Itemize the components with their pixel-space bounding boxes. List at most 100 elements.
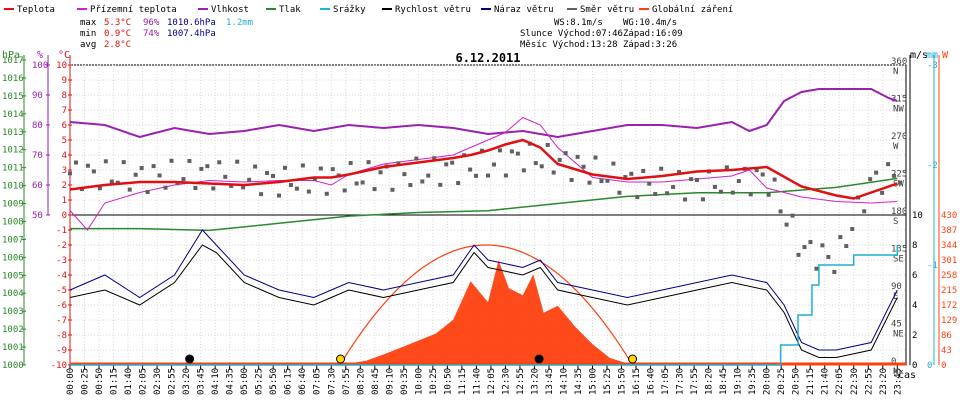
x-tick-label: 06:40 bbox=[298, 368, 308, 395]
wind-direction-point bbox=[426, 173, 431, 178]
x-tick-label: 15:50 bbox=[618, 368, 628, 395]
temperature-tick-label: 2 bbox=[62, 181, 67, 191]
wind-direction-point bbox=[844, 244, 849, 249]
x-tick-label: 14:10 bbox=[559, 368, 569, 395]
radiation-axis-label: W bbox=[942, 50, 949, 61]
wind-direction-point bbox=[414, 156, 419, 161]
wind-dir-label: 180 bbox=[891, 207, 907, 217]
wind-direction-point bbox=[133, 172, 138, 177]
stat-humidity: 74% bbox=[143, 29, 160, 39]
wind-dir-label: 135 bbox=[891, 245, 907, 255]
x-tick-label: 17:30 bbox=[676, 368, 686, 395]
legend-label: Rychlost větru bbox=[395, 5, 471, 15]
x-tick-label: 22:05 bbox=[835, 368, 845, 395]
wind-direction-point bbox=[181, 177, 186, 182]
wind-dir-label: 225 bbox=[891, 170, 907, 180]
wind-direction-point bbox=[103, 159, 108, 164]
x-tick-label: 17:55 bbox=[690, 368, 700, 395]
wind-direction-point bbox=[802, 245, 807, 250]
x-tick-label: 00:00 bbox=[66, 368, 76, 395]
wind-direction-point bbox=[450, 160, 455, 165]
wind-direction-point bbox=[754, 168, 759, 173]
wind-direction-point bbox=[736, 178, 741, 183]
radiation-tick-label: 86 bbox=[941, 331, 952, 341]
radiation-tick-label: 129 bbox=[941, 316, 957, 326]
wind-speed-tick-label: 2 bbox=[912, 331, 917, 341]
wind-direction-point bbox=[874, 170, 879, 175]
wind-direction-point bbox=[611, 161, 616, 166]
hpa-tick-label: 1010 bbox=[2, 182, 24, 192]
wind-direction-point bbox=[366, 160, 371, 165]
wind-direction-point bbox=[306, 189, 311, 194]
x-tick-label: 08:45 bbox=[371, 368, 381, 395]
wind-direction-point bbox=[474, 173, 479, 178]
x-tick-label: 08:20 bbox=[356, 368, 366, 395]
wind-direction-point bbox=[390, 187, 395, 192]
wind-direction-point bbox=[605, 178, 610, 183]
hpa-tick-label: 1005 bbox=[2, 271, 24, 281]
stat-label: avg bbox=[80, 40, 96, 50]
x-tick-label: 16:15 bbox=[632, 368, 642, 395]
wind-direction-point bbox=[456, 181, 461, 186]
wind-direction-point bbox=[265, 171, 270, 176]
wind-direction-point bbox=[468, 167, 473, 172]
x-tick-label: 10:25 bbox=[429, 368, 439, 395]
wind-direction-point bbox=[790, 213, 795, 218]
wind-direction-point bbox=[247, 177, 252, 182]
x-tick-label: 07:05 bbox=[313, 368, 323, 395]
hpa-tick-label: 1006 bbox=[2, 253, 24, 263]
wind-dir-name: NW bbox=[893, 105, 904, 115]
series-wind-gust bbox=[69, 229, 898, 351]
series-radiation-area bbox=[339, 260, 633, 365]
x-tick-label: 22:30 bbox=[850, 368, 860, 395]
stat-humidity: 96% bbox=[143, 18, 160, 28]
wind-direction-point bbox=[139, 166, 144, 171]
wind-direction-point bbox=[880, 190, 885, 195]
x-tick-label: 17:05 bbox=[661, 368, 671, 395]
wind-direction-point bbox=[211, 186, 216, 191]
x-tick-label: 01:40 bbox=[124, 368, 134, 395]
rain-tick-label: -1 bbox=[927, 261, 938, 271]
wind-direction-point bbox=[563, 151, 568, 156]
radiation-tick-label: 258 bbox=[941, 271, 957, 281]
x-tick-label: 21:40 bbox=[821, 368, 831, 395]
temperature-tick-label: -2 bbox=[56, 241, 67, 251]
wind-direction-point bbox=[521, 168, 526, 173]
wind-direction-point bbox=[635, 195, 640, 200]
wind-direction-point bbox=[217, 160, 222, 165]
wind-direction-point bbox=[515, 151, 520, 156]
wind-direction-point bbox=[199, 166, 204, 171]
wind-dir-label: 0 bbox=[891, 357, 896, 367]
wind-direction-point bbox=[372, 187, 377, 192]
wind-dir-name: SE bbox=[893, 255, 904, 265]
temperature-tick-label: 8 bbox=[62, 91, 67, 101]
temperature-tick-label: 4 bbox=[62, 151, 67, 161]
wind-direction-point bbox=[300, 163, 305, 168]
wind-direction-point bbox=[557, 157, 562, 162]
wind-speed-axis-label: m/s bbox=[910, 50, 928, 61]
x-tick-label: 19:10 bbox=[734, 368, 744, 395]
humidity-tick-label: 60 bbox=[32, 181, 43, 191]
x-tick-label: 13:45 bbox=[545, 368, 555, 395]
temperature-tick-label: -8 bbox=[56, 331, 67, 341]
hpa-tick-label: 1009 bbox=[2, 200, 24, 210]
wind-direction-point bbox=[766, 192, 771, 197]
wind-direction-point bbox=[318, 166, 323, 171]
wind-direction-point bbox=[581, 164, 586, 169]
wind-direction-point bbox=[163, 185, 168, 190]
wind-direction-point bbox=[850, 226, 855, 231]
radiation-tick-label: 387 bbox=[941, 226, 957, 236]
temperature-tick-label: -6 bbox=[56, 301, 67, 311]
x-tick-label: 07:30 bbox=[327, 368, 337, 395]
x-tick-label: 20:00 bbox=[763, 368, 773, 395]
hpa-tick-label: 1003 bbox=[2, 307, 24, 317]
humidity-axis-label: % bbox=[37, 50, 43, 61]
legend-label: Tlak bbox=[279, 5, 301, 15]
temperature-tick-label: -5 bbox=[56, 286, 67, 296]
wind-speed-tick-label: 6 bbox=[912, 271, 917, 281]
chart-title: 6.12.2011 bbox=[455, 51, 520, 65]
series-rain bbox=[70, 245, 899, 366]
temperature-tick-label: 6 bbox=[62, 121, 67, 131]
legend-label: Náraz větru bbox=[494, 5, 554, 15]
